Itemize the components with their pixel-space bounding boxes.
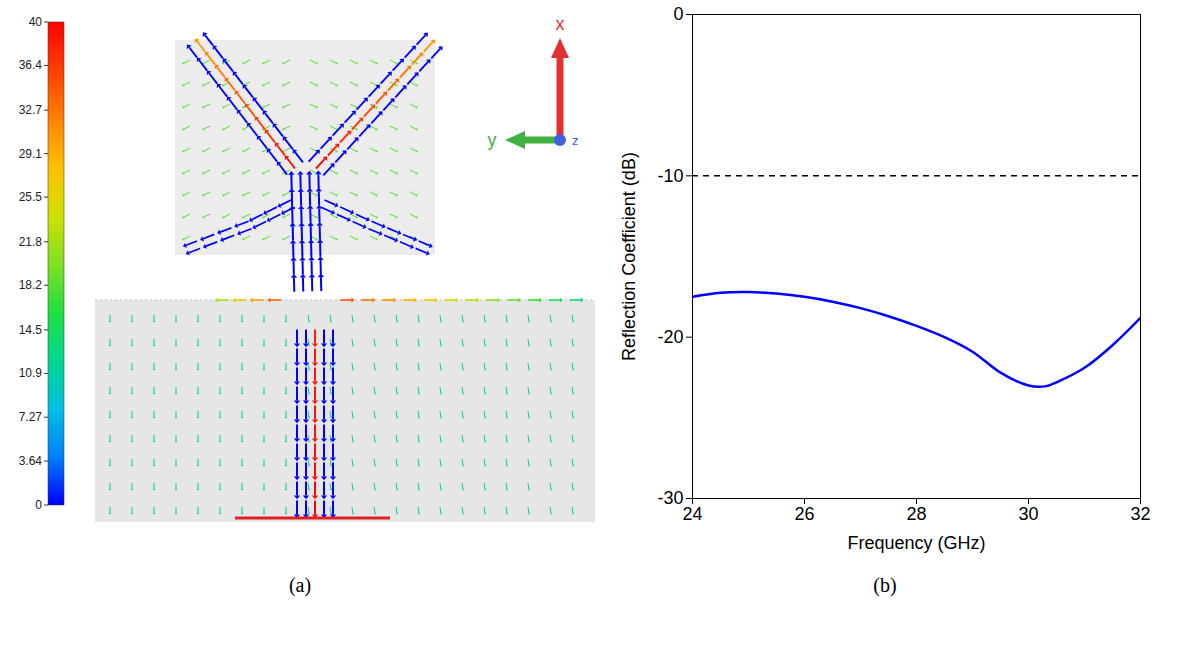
- svg-text:-30: -30: [657, 488, 683, 508]
- svg-text:-10: -10: [657, 166, 683, 186]
- svg-text:30: 30: [1018, 504, 1038, 524]
- svg-text:26: 26: [794, 504, 814, 524]
- svg-text:10.9: 10.9: [19, 366, 43, 380]
- svg-text:32.7: 32.7: [19, 103, 43, 117]
- svg-text:28: 28: [906, 504, 926, 524]
- svg-text:40: 40: [29, 15, 43, 29]
- svg-text:x: x: [556, 14, 565, 34]
- svg-text:24: 24: [682, 504, 702, 524]
- svg-text:32: 32: [1130, 504, 1150, 524]
- svg-text:0: 0: [35, 498, 42, 512]
- svg-text:0: 0: [673, 4, 683, 24]
- svg-text:29.1: 29.1: [19, 147, 43, 161]
- svg-text:36.4: 36.4: [19, 58, 43, 72]
- svg-text:21.8: 21.8: [19, 235, 43, 249]
- svg-text:25.5: 25.5: [19, 190, 43, 204]
- svg-text:18.2: 18.2: [19, 278, 43, 292]
- svg-text:Frequency (GHz): Frequency (GHz): [847, 533, 985, 553]
- svg-text:14.5: 14.5: [19, 323, 43, 337]
- html-text:(a): (a): [288, 574, 312, 596]
- svg-text:y: y: [488, 130, 497, 150]
- svg-text:z: z: [572, 133, 579, 148]
- svg-text:-20: -20: [657, 327, 683, 347]
- svg-text:7.27: 7.27: [19, 410, 43, 424]
- svg-text:3.64: 3.64: [19, 454, 43, 468]
- svg-text:Reflection Coefficient (dB): Reflection Coefficient (dB): [619, 152, 639, 361]
- html-text:(b): (b): [873, 574, 897, 596]
